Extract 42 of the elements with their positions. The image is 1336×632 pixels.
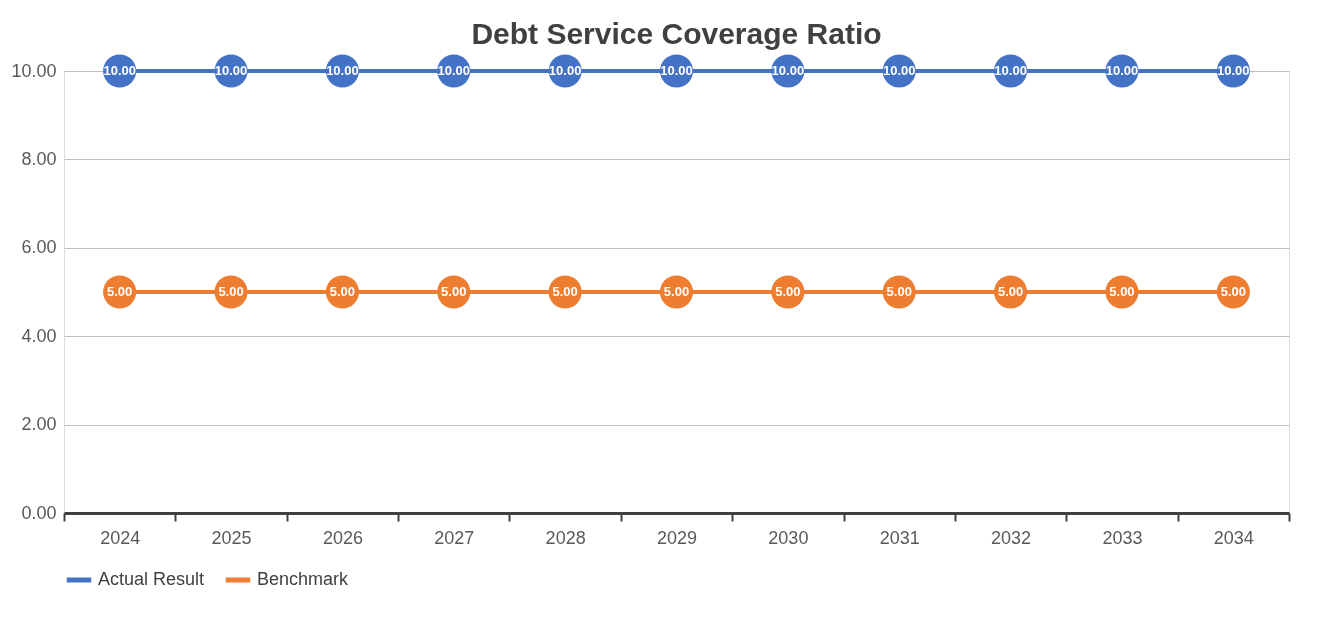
y-tick-label: 2.00 [21,414,57,435]
data-label: 5.00 [663,284,690,299]
data-label: 10.00 [214,63,248,78]
data-label: 10.00 [326,63,359,78]
data-label: 5.00 [1220,284,1246,299]
x-tick-label: 2027 [434,527,475,548]
data-label: 10.00 [103,63,136,78]
data-label: 5.00 [218,284,244,299]
data-label: 5.00 [775,284,801,299]
y-tick-label: 10.00 [11,60,57,81]
data-label: 10.00 [437,63,471,78]
x-tick-label: 2034 [1213,527,1254,548]
data-label: 5.00 [329,284,356,299]
x-tick-label: 2028 [545,527,586,548]
data-label: 5.00 [552,284,578,299]
y-tick-label: 6.00 [21,237,57,258]
data-label: 10.00 [771,63,805,78]
y-tick-label: 4.00 [21,325,57,346]
data-label: 10.00 [994,63,1027,78]
x-tick-label: 2030 [768,527,809,548]
y-tick-label: 8.00 [21,148,57,169]
data-label: 5.00 [441,284,467,299]
data-label: 10.00 [660,63,693,78]
data-label: 5.00 [107,284,133,299]
x-tick-label: 2024 [100,527,141,548]
data-label: 10.00 [548,63,582,78]
legend-label: Actual Result [98,569,205,589]
chart-title: Debt Service Coverage Ratio [471,17,882,51]
x-tick-label: 2029 [656,527,698,548]
data-label: 10.00 [1105,63,1139,78]
data-label: 5.00 [886,284,912,299]
x-tick-label: 2026 [322,527,363,548]
data-label: 5.00 [1109,284,1135,299]
x-tick-label: 2031 [879,527,920,548]
x-tick-label: 2033 [1102,527,1143,548]
data-label: 10.00 [882,63,916,78]
x-tick-label: 2032 [991,527,1032,548]
data-label: 10.00 [1217,63,1250,78]
data-label: 5.00 [997,284,1024,299]
x-tick-label: 2025 [211,527,252,548]
y-tick-label: 0.00 [21,502,57,523]
legend-label: Benchmark [257,569,350,589]
